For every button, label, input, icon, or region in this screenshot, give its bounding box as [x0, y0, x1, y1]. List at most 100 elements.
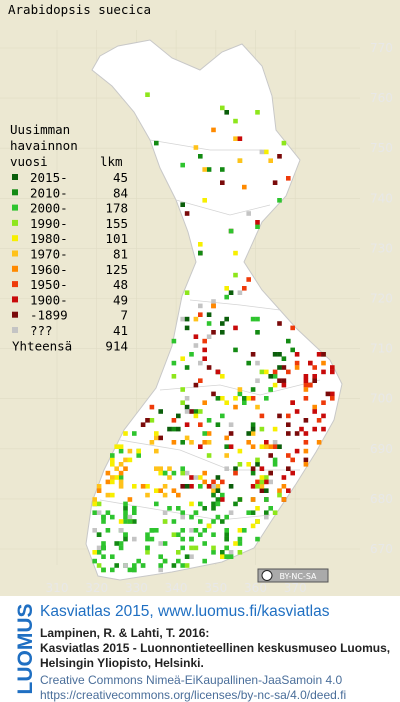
observation-square: [330, 396, 335, 401]
observation-square: [132, 510, 137, 515]
observation-square: [167, 426, 172, 432]
observation-square: [312, 365, 317, 370]
observation-square: [184, 325, 190, 331]
observation-square: [233, 347, 238, 353]
observation-square: [242, 184, 247, 190]
observation-square: [290, 457, 295, 463]
observation-square: [255, 110, 260, 115]
observation-square: [184, 484, 190, 489]
observation-square: [176, 506, 181, 511]
observation-square: [92, 510, 97, 515]
observation-square: [237, 528, 243, 533]
legend-total-label: Yhteensä: [12, 338, 72, 353]
observation-square: [316, 352, 322, 357]
observation-square: [180, 528, 185, 533]
y-tick-label: 750: [370, 141, 393, 155]
observation-square: [158, 488, 163, 493]
observation-square: [321, 413, 326, 419]
observation-square: [123, 532, 128, 537]
observation-square: [140, 422, 146, 427]
observation-square: [233, 250, 238, 256]
observation-square: [114, 541, 119, 546]
observation-square: [180, 510, 185, 515]
observation-square: [189, 545, 194, 551]
legend-swatch: [12, 296, 18, 303]
observation-square: [140, 563, 146, 568]
observation-square: [233, 404, 238, 410]
legend-heading: Uusimman: [10, 122, 70, 137]
observation-square: [250, 422, 256, 427]
observation-square: [250, 470, 256, 476]
observation-square: [220, 374, 225, 379]
observation-square: [312, 374, 317, 379]
observation-square: [220, 180, 225, 185]
observation-square: [154, 466, 159, 471]
observation-square: [233, 541, 238, 546]
observation-square: [206, 365, 212, 370]
observation-square: [272, 374, 278, 379]
observation-square: [281, 140, 287, 146]
observation-square: [259, 488, 265, 493]
observation-square: [193, 413, 199, 419]
observation-square: [268, 470, 273, 476]
legend-count: 155: [105, 216, 128, 231]
observation-square: [286, 431, 291, 436]
observation-square: [123, 536, 128, 542]
observation-square: [162, 470, 168, 476]
observation-square: [303, 462, 309, 467]
citation: Kasviatlas 2015 - Luonnontieteellinen ke…: [40, 641, 390, 655]
observation-square: [250, 387, 256, 392]
observation-square: [224, 435, 229, 441]
observation-square: [171, 374, 177, 379]
license-url[interactable]: https://creativecommons.org/licenses/by-…: [40, 688, 346, 702]
observation-square: [158, 567, 163, 573]
observation-square: [277, 352, 282, 357]
observation-square: [189, 409, 194, 414]
observation-square: [277, 198, 282, 203]
title: Arabidopsis suecica: [8, 2, 151, 17]
observation-square: [290, 347, 295, 353]
observation-square: [118, 541, 124, 546]
observation-square: [96, 488, 102, 493]
observation-square: [321, 360, 326, 366]
legend-swatch: [12, 235, 18, 242]
observation-square: [202, 528, 207, 533]
observation-square: [149, 404, 155, 410]
legend-count: 7: [120, 308, 128, 323]
y-tick-label: 760: [370, 91, 393, 105]
observation-square: [202, 506, 207, 511]
atlas-link[interactable]: Kasviatlas 2015, www.luomus.fi/kasviatla…: [40, 603, 330, 620]
observation-square: [145, 492, 150, 498]
observation-square: [105, 492, 111, 498]
legend-period: ???: [30, 323, 53, 338]
observation-square: [149, 440, 155, 445]
observation-square: [272, 462, 278, 467]
observation-square: [281, 382, 287, 388]
legend-period: 1970-: [30, 247, 68, 262]
observation-square: [158, 409, 163, 414]
observation-square: [215, 422, 221, 427]
observation-square: [277, 154, 282, 159]
observation-square: [132, 431, 137, 436]
legend-period: -1899: [30, 308, 68, 323]
legend-swatch: [12, 265, 18, 272]
observation-square: [189, 475, 194, 480]
observation-square: [171, 338, 177, 344]
observation-square: [294, 360, 300, 366]
observation-square: [114, 475, 119, 480]
legend-swatch: [12, 204, 18, 211]
observation-square: [272, 457, 278, 463]
observation-square: [286, 453, 291, 458]
observation-square: [92, 528, 97, 533]
observation-square: [180, 440, 185, 445]
observation-square: [184, 422, 190, 427]
observation-square: [255, 479, 260, 485]
observation-square: [286, 369, 291, 375]
observation-square: [162, 510, 168, 515]
legend-period: 1960-: [30, 262, 68, 277]
observation-square: [250, 316, 256, 322]
map-panel: 770 760 750 740 730 720 710 700 690 680 670 310 320 3…: [0, 0, 400, 596]
observation-square: [255, 484, 260, 489]
observation-square: [224, 545, 229, 551]
legend-period: 1900-: [30, 292, 68, 307]
